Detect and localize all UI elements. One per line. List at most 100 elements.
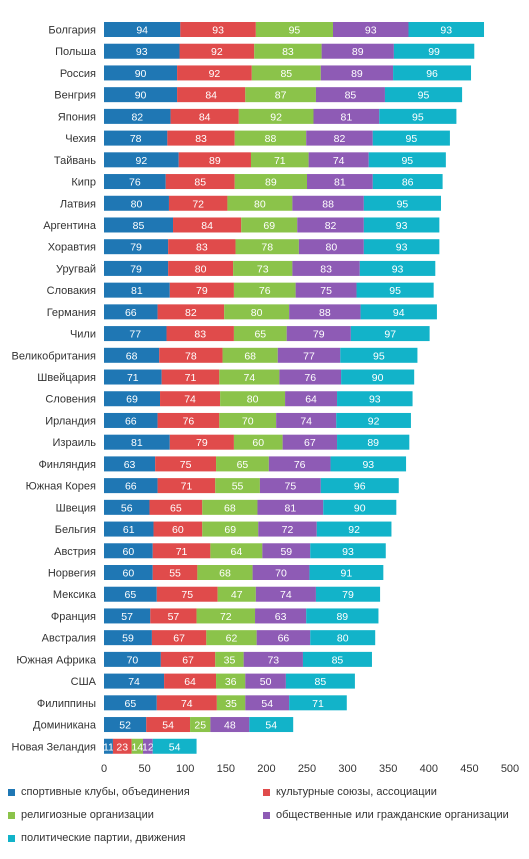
bar-segment <box>241 217 298 233</box>
bar-segment <box>165 174 235 190</box>
bar-segment <box>332 22 409 37</box>
data-label: 74 <box>300 415 312 427</box>
bar-segment <box>321 43 394 59</box>
data-label: 64 <box>305 394 317 406</box>
data-label: 59 <box>122 633 134 645</box>
data-label: 99 <box>428 46 440 58</box>
data-label: 70 <box>275 568 287 580</box>
data-label: 71 <box>181 481 193 493</box>
data-label: 78 <box>261 242 273 254</box>
bar-segment <box>104 87 178 103</box>
data-label: 74 <box>280 589 292 601</box>
data-label: 80 <box>254 198 266 210</box>
legend-swatch <box>8 834 15 842</box>
bar-segment <box>233 282 296 298</box>
data-label: 79 <box>130 263 142 275</box>
bar-segment <box>340 347 418 363</box>
data-label: 65 <box>125 698 137 710</box>
legend-item-civic: общественные или гражданские организации <box>263 809 509 821</box>
data-label: 60 <box>123 568 135 580</box>
bar-segment <box>104 108 171 124</box>
bar-segment <box>315 586 381 602</box>
bar-segment <box>372 130 450 146</box>
data-label: 79 <box>313 329 325 341</box>
bar-segment <box>180 22 256 37</box>
data-label: 82 <box>334 133 346 145</box>
category-label: Уругвай <box>56 263 96 275</box>
bar-segment <box>245 87 316 103</box>
bar-segment <box>104 586 157 602</box>
bar-segment <box>197 565 253 580</box>
bar-segment <box>255 22 333 37</box>
bar-segment <box>306 130 373 146</box>
data-label: 85 <box>280 68 292 80</box>
data-label: 71 <box>274 155 286 167</box>
category-label: Япония <box>58 111 96 123</box>
data-label: 81 <box>334 177 346 189</box>
bar-segment <box>235 239 299 255</box>
data-label: 60 <box>252 437 264 449</box>
x-tick-label: 150 <box>217 763 235 775</box>
bar-segment <box>363 217 440 233</box>
data-label: 74 <box>333 155 345 167</box>
data-label: 80 <box>195 263 207 275</box>
bar-segment <box>104 22 181 37</box>
legend-item-culture: культурные союзы, ассоциации <box>263 786 437 798</box>
bar-segment <box>276 412 337 428</box>
data-label: 81 <box>285 502 297 514</box>
data-label: 74 <box>184 394 196 406</box>
bar-segment <box>337 391 413 407</box>
x-tick-label: 250 <box>298 763 316 775</box>
data-label: 94 <box>136 25 148 37</box>
category-label: Норвегия <box>48 568 96 580</box>
data-label: 60 <box>123 546 135 558</box>
bar-segment <box>104 174 166 190</box>
category-label: Австралия <box>42 633 96 645</box>
data-label: 71 <box>312 698 324 710</box>
data-label: 95 <box>289 25 301 37</box>
bar-segment <box>104 304 158 320</box>
data-label: 89 <box>336 611 348 623</box>
bar-segment <box>157 478 216 494</box>
bar-segment <box>164 673 217 689</box>
category-label: Филиппины <box>37 698 96 710</box>
data-label: 74 <box>244 372 256 384</box>
data-label: 72 <box>220 611 232 623</box>
bar-segment <box>238 108 314 124</box>
bar-segment <box>104 412 158 428</box>
bar-segment <box>170 108 239 124</box>
data-label: 63 <box>275 611 287 623</box>
data-label: 90 <box>354 502 366 514</box>
data-label: 94 <box>393 307 405 319</box>
bar-segment <box>104 326 167 342</box>
bar-segment <box>159 347 223 363</box>
bar-segment <box>379 108 457 124</box>
bar-segment <box>341 369 415 385</box>
bar-segment <box>196 608 256 624</box>
legend-item-religion: религиозные организации <box>8 809 154 821</box>
bar-segment <box>250 152 309 168</box>
bar-segment <box>285 391 338 407</box>
bar-segment <box>298 239 364 255</box>
bar-segment <box>216 695 246 711</box>
bar-segment <box>227 195 293 211</box>
bar-segment <box>104 543 153 559</box>
data-label: 93 <box>212 25 224 37</box>
bar-segment <box>234 174 307 190</box>
data-label: 82 <box>325 220 337 232</box>
category-label: Мексика <box>53 589 97 601</box>
bar-segment <box>104 282 170 298</box>
bar-segment <box>151 630 207 646</box>
bar-segment <box>160 651 216 667</box>
bar-segment <box>131 738 143 754</box>
bar-segment <box>309 565 384 580</box>
bar-segment <box>216 456 269 472</box>
data-label: 83 <box>194 329 206 341</box>
data-label: 79 <box>130 242 142 254</box>
bar-segment <box>393 65 472 81</box>
bar-segment <box>257 499 324 515</box>
bar-segment <box>202 521 259 537</box>
data-label: 76 <box>304 372 316 384</box>
data-label: 59 <box>280 546 292 558</box>
